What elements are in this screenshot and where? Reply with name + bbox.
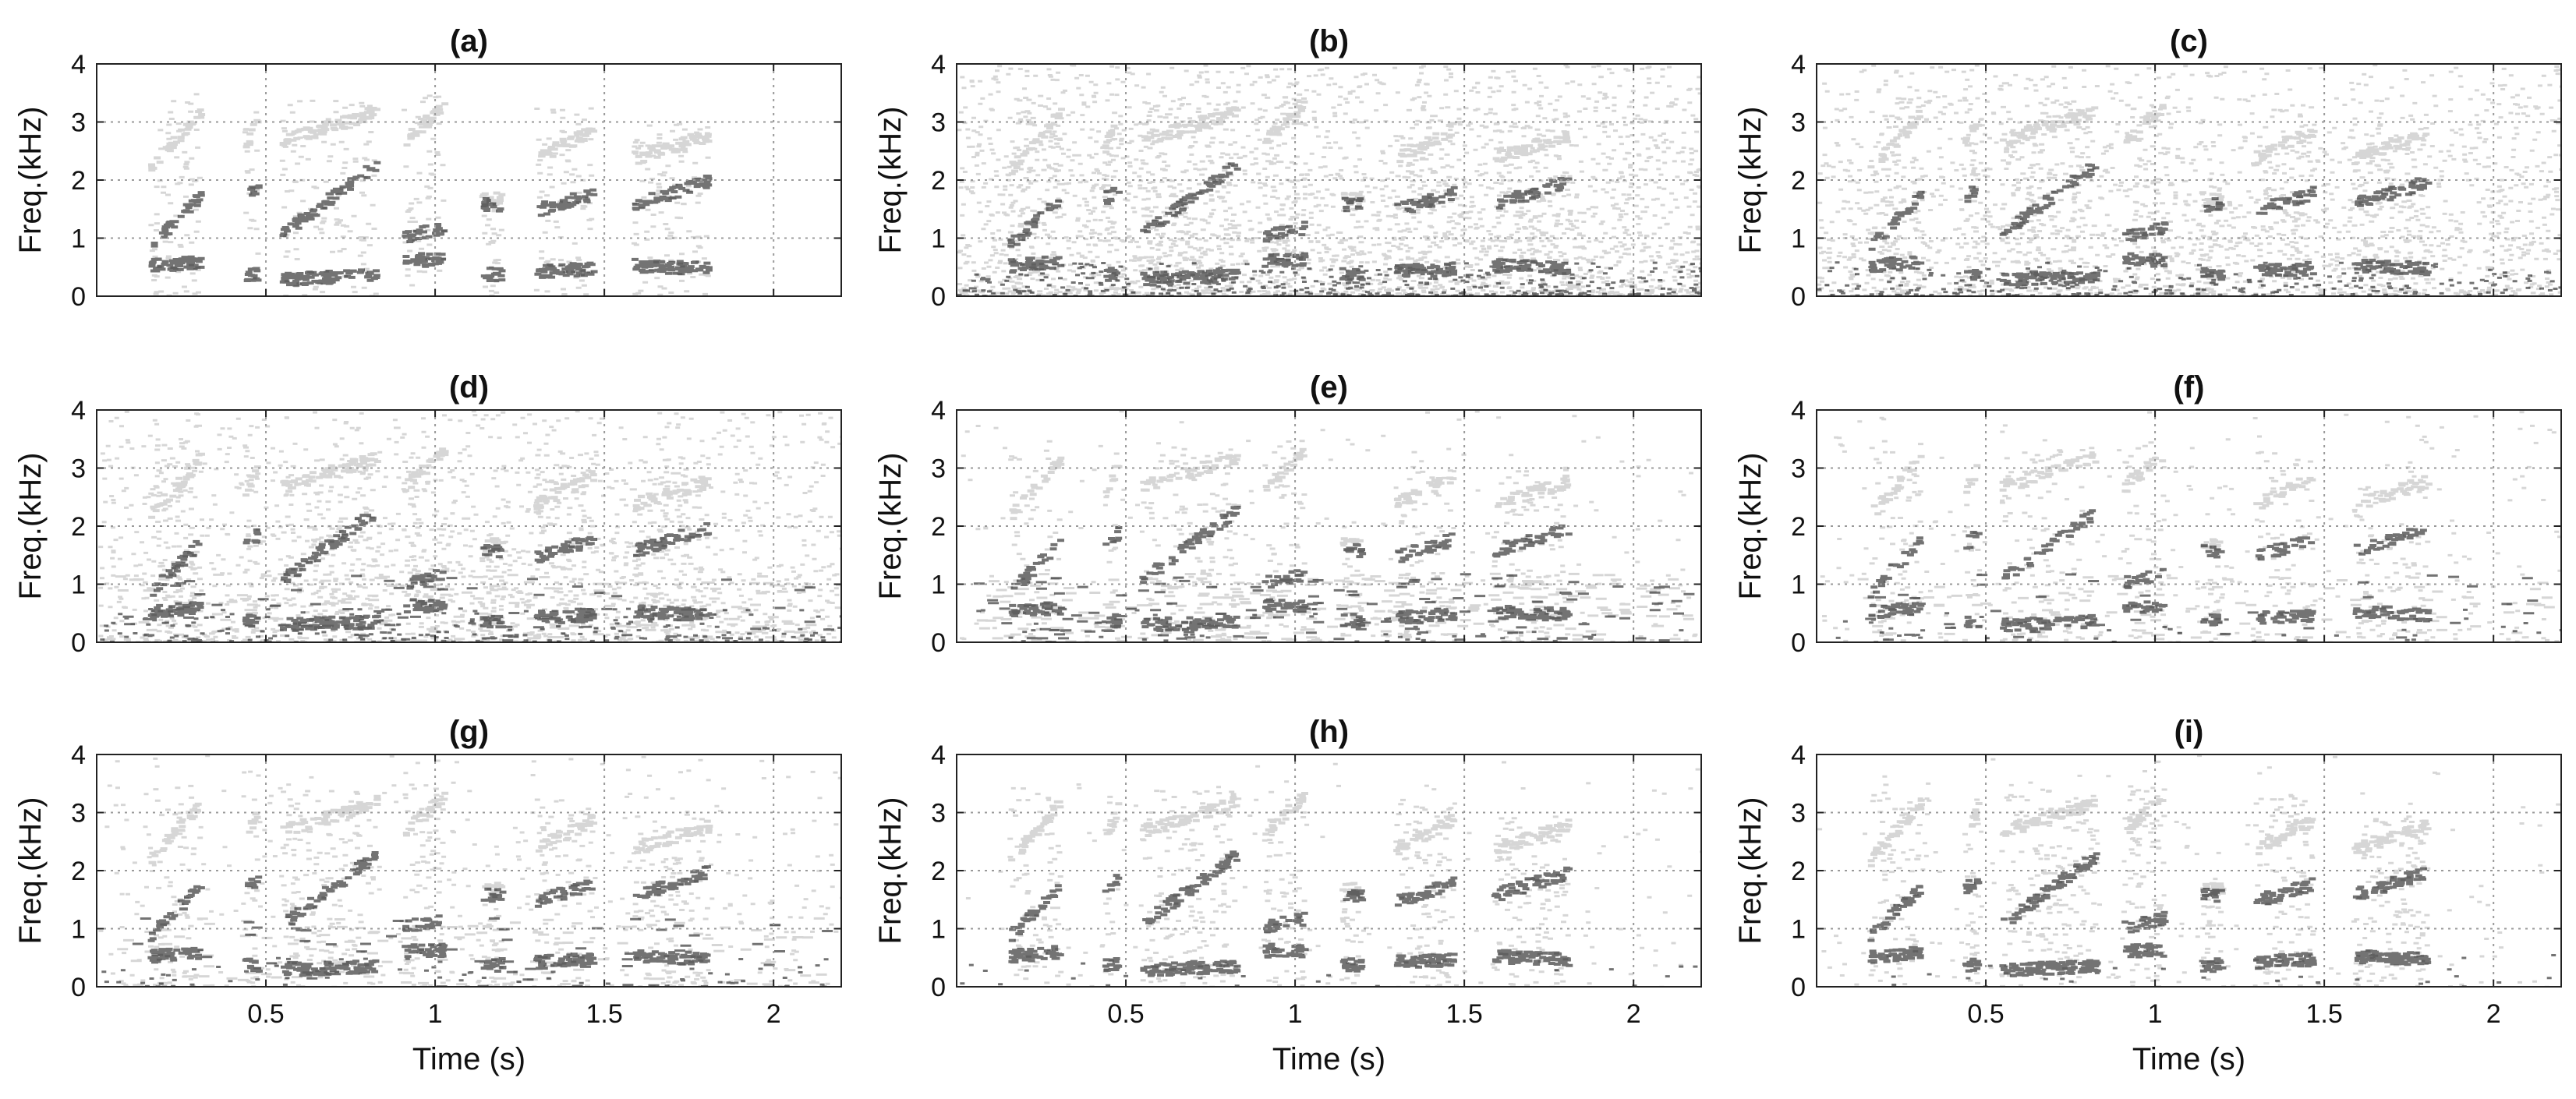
y-tick-label: 1 [1791, 571, 1806, 600]
spectrogram-image [1817, 64, 2561, 296]
x-axis-label: Time (s) [1272, 1042, 1385, 1076]
y-tick-label: 3 [931, 108, 946, 138]
spectrogram-image [1817, 754, 2561, 987]
y-axis-label: Freq.(kHz) [873, 797, 908, 945]
spectrogram-image [98, 754, 841, 987]
x-tick-label: 2 [766, 999, 781, 1029]
x-axis-label: Time (s) [412, 1042, 525, 1076]
y-tick-label: 2 [931, 512, 946, 542]
y-tick-label: 0 [71, 973, 86, 1002]
panel-h: 0 1 2 3 4 0.5 1 1.5 2 (h) Freq.(kHz) Time (s) [873, 715, 1702, 1076]
y-tick-label: 3 [1791, 454, 1806, 484]
y-axis-label: Freq.(kHz) [13, 453, 48, 600]
panel-title: (e) [1310, 370, 1348, 405]
y-tick-label: 0 [71, 282, 86, 312]
y-tick-label: 2 [1791, 857, 1806, 886]
y-tick-label: 4 [1791, 50, 1806, 80]
y-axis-label: Freq.(kHz) [13, 107, 48, 254]
y-tick-label: 4 [931, 50, 946, 80]
x-tick-label: 0.5 [1967, 999, 2004, 1029]
y-tick-label: 1 [71, 224, 86, 254]
y-tick-label: 2 [931, 166, 946, 196]
panel-title: (d) [449, 370, 489, 405]
panel-b: 0 1 2 3 4 (b) Freq.(kHz) [873, 24, 1702, 312]
y-tick-label: 0 [1791, 973, 1806, 1002]
x-tick-label: 1 [428, 999, 443, 1029]
y-tick-label: 1 [71, 571, 86, 600]
y-tick-label: 4 [71, 740, 86, 770]
y-tick-label: 0 [931, 628, 946, 658]
y-tick-label: 3 [1791, 799, 1806, 829]
panel-title: (b) [1309, 24, 1349, 58]
y-tick-label: 2 [71, 857, 86, 886]
y-axis-label: Freq.(kHz) [1733, 797, 1767, 945]
y-tick-label: 0 [931, 282, 946, 312]
panel-title: (h) [1309, 715, 1349, 749]
y-tick-label: 3 [1791, 108, 1806, 138]
y-tick-label: 4 [1791, 396, 1806, 426]
panel-e: 0 1 2 3 4 (e) Freq.(kHz) [873, 370, 1702, 658]
panel-title: (a) [450, 24, 488, 58]
y-tick-label: 0 [931, 973, 946, 1002]
panel-d: 0 1 2 3 4 (d) Freq.(kHz) [13, 370, 842, 658]
y-tick-label: 1 [931, 915, 946, 945]
y-tick-label: 3 [71, 108, 86, 138]
y-axis-label: Freq.(kHz) [1733, 453, 1767, 600]
y-tick-label: 2 [71, 512, 86, 542]
y-tick-label: 3 [931, 799, 946, 829]
x-tick-label: 1.5 [2306, 999, 2343, 1029]
panel-a: 0 1 2 3 4 (a) Freq.(kHz) [13, 24, 842, 312]
panel-title: (f) [2174, 370, 2205, 405]
y-tick-label: 3 [931, 454, 946, 484]
y-tick-label: 1 [1791, 915, 1806, 945]
y-tick-label: 0 [71, 628, 86, 658]
panel-i: 0 1 2 3 4 0.5 1 1.5 2 (i) Freq.(kHz) Time (s) [1733, 715, 2562, 1076]
x-axis-label: Time (s) [2132, 1042, 2245, 1076]
panel-c: 0 1 2 3 4 (c) Freq.(kHz) [1733, 24, 2562, 312]
y-tick-label: 3 [71, 799, 86, 829]
y-axis-label: Freq.(kHz) [13, 797, 48, 945]
panel-title: (c) [2170, 24, 2208, 58]
x-tick-label: 2 [1626, 999, 1641, 1029]
y-tick-label: 1 [931, 224, 946, 254]
x-tick-label: 1 [1288, 999, 1303, 1029]
y-axis-label: Freq.(kHz) [1733, 107, 1767, 254]
spectrogram-image [960, 410, 1701, 642]
x-tick-label: 0.5 [247, 999, 284, 1029]
y-tick-label: 4 [931, 740, 946, 770]
y-tick-label: 2 [71, 166, 86, 196]
panel-f: 0 1 2 3 4 (f) Freq.(kHz) [1733, 370, 2562, 658]
y-tick-label: 4 [71, 396, 86, 426]
spectrogram-image [1820, 411, 2561, 642]
y-tick-label: 2 [1791, 512, 1806, 542]
x-tick-label: 1 [2148, 999, 2163, 1029]
y-tick-label: 1 [931, 571, 946, 600]
y-tick-label: 1 [1791, 224, 1806, 254]
panel-title: (g) [449, 715, 489, 749]
spectrogram-image [960, 761, 1701, 987]
y-axis-label: Freq.(kHz) [873, 453, 908, 600]
spectrogram-image [148, 93, 713, 296]
y-tick-label: 0 [1791, 282, 1806, 312]
y-tick-label: 4 [931, 396, 946, 426]
y-axis-label: Freq.(kHz) [873, 107, 908, 254]
y-tick-label: 2 [1791, 166, 1806, 196]
x-tick-label: 0.5 [1107, 999, 1144, 1029]
y-tick-label: 4 [1791, 740, 1806, 770]
y-tick-label: 4 [71, 50, 86, 80]
y-tick-label: 3 [71, 454, 86, 484]
x-tick-label: 1.5 [586, 999, 623, 1029]
x-tick-label: 2 [2486, 999, 2501, 1029]
panel-g: 0 1 2 3 4 0.5 1 1.5 2 (g) Freq.(kHz) Time (s) [13, 715, 842, 1076]
y-tick-label: 0 [1791, 628, 1806, 658]
x-tick-label: 1.5 [1446, 999, 1483, 1029]
y-tick-label: 1 [71, 915, 86, 945]
y-tick-label: 2 [931, 857, 946, 886]
panel-title: (i) [2174, 715, 2204, 749]
